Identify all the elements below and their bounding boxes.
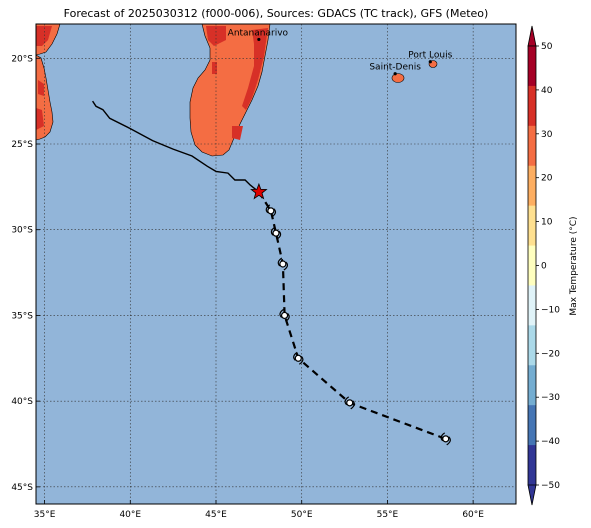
colorbar-tick-label: −40 (541, 437, 560, 447)
colorbar-tick-label: 0 (541, 262, 547, 272)
lat-tick-label: 20°S (11, 54, 33, 64)
lon-tick-label: 50°E (291, 510, 313, 520)
colorbar: 50 40 30 20 10 0 −10 −20 −30 −40 −50 (527, 25, 560, 506)
colorbar-tick-label: 40 (541, 86, 553, 96)
cyclone-symbol-icon (440, 432, 451, 446)
forecast-track-line (257, 191, 447, 440)
lat-tick-label: 25°S (11, 140, 33, 150)
colorbar-tick-label: 20 (541, 174, 553, 184)
past-track-line (92, 100, 260, 193)
place-marker (428, 60, 432, 64)
gridlines (36, 24, 516, 504)
colorbar-tick-label: 50 (541, 42, 553, 52)
land-madagascar-hot (206, 26, 268, 140)
colorbar-segment (528, 85, 536, 127)
current-position-star-icon (250, 182, 268, 200)
colorbar-tick-label: −10 (541, 305, 560, 315)
ocean (36, 24, 516, 504)
colorbar-segment (528, 46, 536, 87)
cyclone-symbol-icon (293, 351, 304, 365)
map-title: Forecast of 2025030312 (f000-006), Sourc… (63, 7, 489, 20)
tc-track (92, 100, 451, 446)
colorbar-segment (528, 405, 536, 446)
colorbar-extend-top (527, 25, 537, 47)
lat-tick-label: 40°S (11, 397, 33, 407)
lat-tick-label: 45°S (11, 483, 33, 493)
axis-ticks: 35°E 40°E 45°E 50°E 55°E 60°E 20°S 25°S 30°S 35°S… (11, 54, 484, 520)
lon-tick-label: 55°E (377, 510, 399, 520)
colorbar-segment (528, 445, 536, 486)
place-marker (257, 37, 261, 42)
cyclone-symbol-icon (270, 226, 282, 240)
colorbar-tick-label: −30 (541, 393, 560, 403)
colorbar-segment (528, 245, 536, 286)
colorbar-tick-label: −20 (541, 349, 560, 359)
map-frame (35, 23, 517, 505)
lon-tick-label: 35°E (34, 510, 56, 520)
colorbar-segment (528, 285, 536, 326)
cyclone-symbol-icon (279, 308, 290, 322)
cyclone-symbol-icon (265, 204, 277, 218)
colorbar-tick-label: 10 (541, 218, 553, 228)
lon-tick-label: 40°E (119, 510, 141, 520)
lat-tick-label: 35°S (11, 311, 33, 321)
lon-tick-label: 60°E (462, 510, 484, 520)
colorbar-tick-label: 30 (541, 130, 553, 140)
lat-tick-label: 30°S (11, 226, 33, 236)
place-label: Antananarivo (228, 28, 289, 38)
colorbar-segment (528, 125, 536, 167)
colorbar-tick-label: −50 (541, 481, 560, 491)
lon-tick-label: 45°E (205, 510, 227, 520)
place-label: Port Louis (408, 51, 452, 61)
colorbar-label: Max Temperature (°C) (569, 216, 579, 315)
cyclone-symbol-icon (277, 257, 289, 271)
land-madagascar (189, 24, 271, 157)
places: Antananarivo Port Louis Saint-Denis (228, 28, 453, 76)
land-africa-hot (36, 26, 52, 130)
colorbar-segment (528, 325, 536, 366)
place-marker (393, 72, 397, 76)
colorbar-extend-bottom (527, 484, 537, 506)
colorbar-segment (528, 205, 536, 247)
colorbar-segment (528, 165, 536, 207)
map-plot-area: Antananarivo Port Louis Saint-Denis (36, 24, 516, 504)
colorbar-segment (528, 365, 536, 406)
place-label: Saint-Denis (369, 63, 421, 73)
land-reunion (391, 73, 405, 83)
cyclone-symbol-icon (344, 396, 355, 410)
